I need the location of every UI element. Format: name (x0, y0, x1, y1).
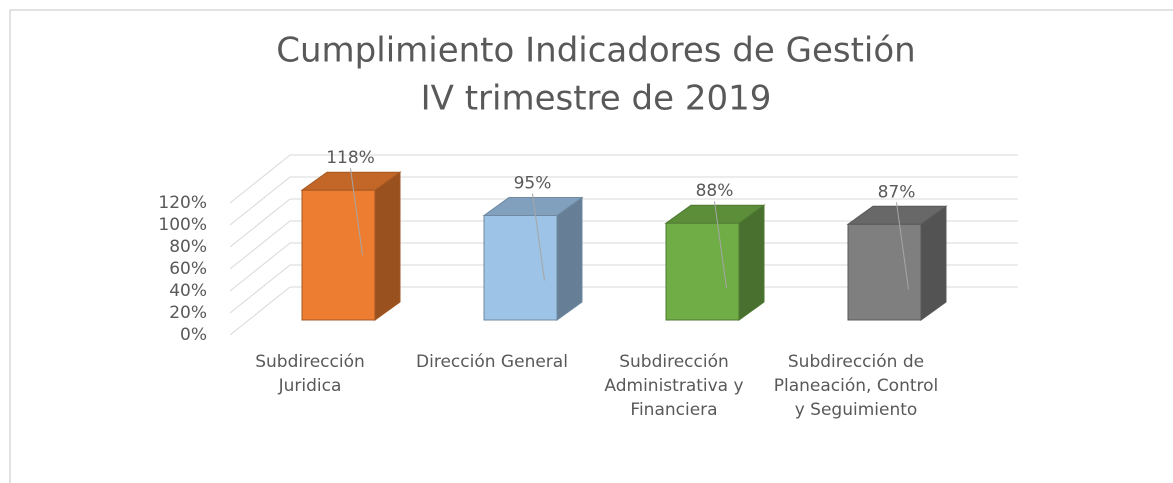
bar (301, 189, 376, 321)
x-tick-label: Dirección General (416, 352, 568, 372)
value-label: 95% (514, 174, 552, 194)
value-label: 118% (326, 148, 375, 168)
grid-line (229, 242, 291, 292)
value-label: 88% (696, 181, 734, 201)
x-tick-label: Subdirección Juridica (255, 352, 365, 396)
bar-side (374, 171, 401, 321)
chart-title: IV trimestre de 2019 (421, 79, 772, 119)
value-label: 87% (878, 182, 916, 202)
chart-border (9, 9, 1173, 483)
grid-line (229, 154, 291, 204)
leader-line (714, 201, 727, 289)
leader-line (532, 193, 545, 281)
y-tick-label: 20% (169, 303, 207, 323)
bar (847, 223, 922, 321)
bar (665, 222, 740, 321)
leader-line (350, 168, 363, 256)
y-tick-label: 40% (169, 281, 207, 301)
grid-line (229, 220, 291, 270)
y-tick-label: 80% (169, 237, 207, 257)
chart-title: Cumplimiento Indicadores de Gestión (276, 31, 915, 71)
y-tick-label: 100% (158, 215, 207, 235)
bar-side (556, 196, 583, 321)
bar-side (920, 205, 947, 321)
bar-side (738, 204, 765, 321)
grid-line (229, 176, 291, 226)
grid-line (229, 286, 291, 336)
x-tick-label: Subdirección Administrativa y Financiera (604, 352, 744, 420)
x-tick-label: Subdirección de Planeación, Control y Se… (773, 352, 939, 420)
y-tick-label: 120% (158, 193, 207, 213)
leader-line (896, 202, 909, 290)
grid-line (229, 264, 291, 314)
y-tick-label: 0% (180, 325, 207, 345)
y-tick-label: 60% (169, 259, 207, 279)
grid-line (229, 198, 291, 248)
bar (483, 215, 558, 321)
